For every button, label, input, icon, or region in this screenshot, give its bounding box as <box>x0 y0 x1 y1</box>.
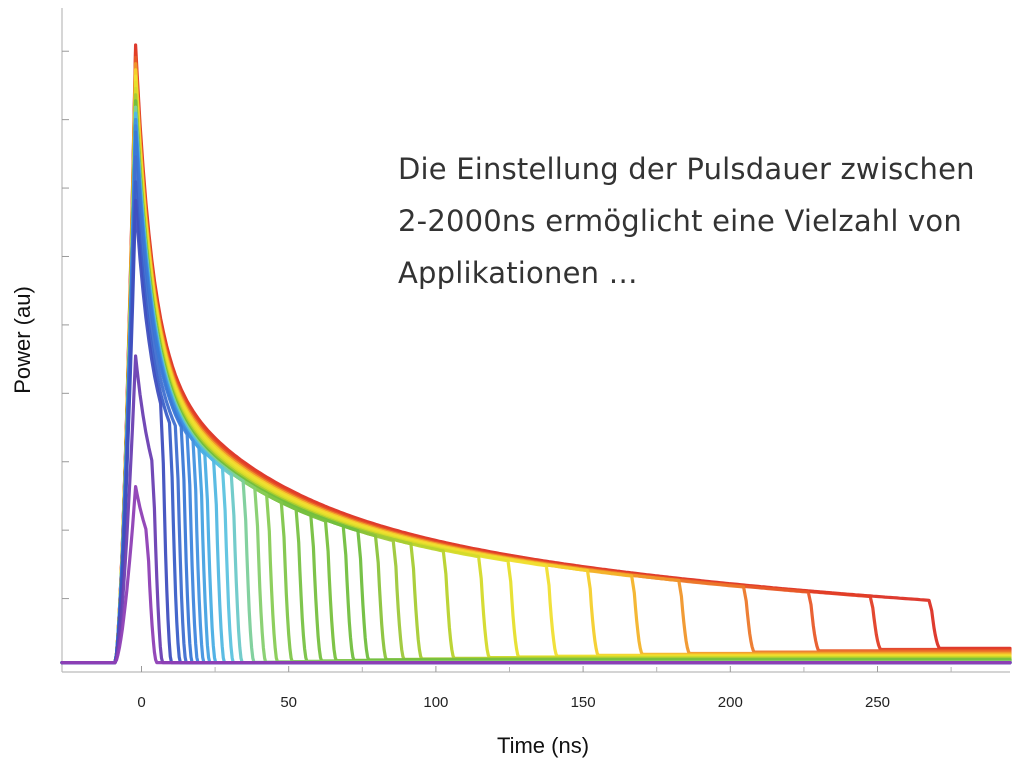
x-tick-label: 150 <box>571 694 596 711</box>
x-tick-label: 50 <box>280 694 297 711</box>
ticks: 0 50 100 150 200 250 <box>62 50 952 711</box>
annotation-line-3: Applikationen … <box>398 256 638 290</box>
x-tick-label: 0 <box>137 694 145 711</box>
pulse-series-7ns <box>60 198 1012 665</box>
x-tick-label: 200 <box>718 694 743 711</box>
series-layer <box>60 43 1012 665</box>
pulse-series-2ns <box>60 485 1012 665</box>
annotation-text: Die Einstellung der Pulsdauer zwischen 2… <box>398 143 998 299</box>
y-axis-label: Power (au) <box>10 286 35 394</box>
annotation-line-2: 2-2000ns ermöglicht eine Vielzahl von <box>398 204 962 238</box>
x-tick-label: 250 <box>865 694 890 711</box>
axes <box>61 8 1010 673</box>
x-tick-label: 100 <box>423 694 448 711</box>
x-axis-label: Time (ns) <box>497 733 589 758</box>
pulse-series-4ns <box>60 354 1012 665</box>
annotation-line-1: Die Einstellung der Pulsdauer zwischen <box>398 152 975 186</box>
